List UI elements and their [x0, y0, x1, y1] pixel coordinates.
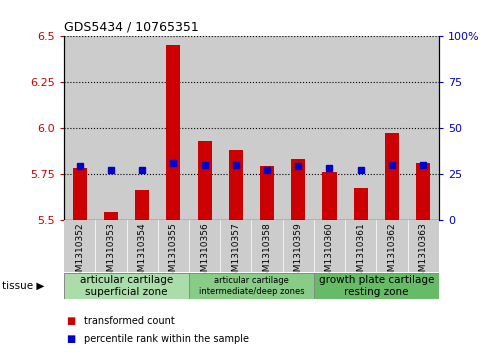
Text: ■: ■ [67, 334, 76, 344]
Bar [198, 141, 211, 220]
Bar [127, 36, 158, 220]
Bar [345, 220, 376, 272]
Text: tissue ▶: tissue ▶ [2, 281, 45, 291]
Text: GSM1310359: GSM1310359 [294, 222, 303, 283]
Bar [251, 36, 282, 220]
Text: GSM1310361: GSM1310361 [356, 222, 365, 283]
Bar [158, 36, 189, 220]
Bar [127, 220, 158, 272]
Bar [416, 163, 430, 220]
Bar [189, 220, 220, 272]
Text: GSM1310358: GSM1310358 [263, 222, 272, 283]
Text: GSM1310362: GSM1310362 [387, 222, 396, 283]
Bar [95, 220, 127, 272]
Bar [64, 36, 95, 220]
Bar [345, 36, 376, 220]
Bar [189, 36, 220, 220]
FancyBboxPatch shape [64, 273, 189, 299]
Text: GSM1310357: GSM1310357 [231, 222, 240, 283]
Text: GSM1310353: GSM1310353 [106, 222, 115, 283]
Text: ■: ■ [67, 316, 76, 326]
Bar [376, 220, 408, 272]
Text: GSM1310360: GSM1310360 [325, 222, 334, 283]
Bar [408, 36, 439, 220]
FancyBboxPatch shape [314, 273, 439, 299]
Text: transformed count: transformed count [84, 316, 175, 326]
Bar [158, 220, 189, 272]
Text: growth plate cartilage
resting zone: growth plate cartilage resting zone [318, 275, 434, 297]
Text: articular cartilage
superficial zone: articular cartilage superficial zone [80, 275, 173, 297]
Text: percentile rank within the sample: percentile rank within the sample [84, 334, 249, 344]
Bar [229, 150, 243, 220]
Bar [376, 36, 408, 220]
Bar [408, 220, 439, 272]
Text: GSM1310355: GSM1310355 [169, 222, 178, 283]
Text: GSM1310363: GSM1310363 [419, 222, 427, 283]
Bar [314, 220, 345, 272]
FancyBboxPatch shape [189, 273, 314, 299]
Bar [385, 134, 399, 220]
Bar [251, 220, 282, 272]
Bar [282, 220, 314, 272]
Bar [282, 36, 314, 220]
Bar [72, 168, 87, 220]
Text: GSM1310356: GSM1310356 [200, 222, 209, 283]
Bar [322, 172, 337, 220]
Bar [166, 45, 180, 220]
Bar [291, 159, 305, 220]
Text: GSM1310352: GSM1310352 [75, 222, 84, 283]
Bar [64, 220, 95, 272]
Bar [104, 212, 118, 220]
Bar [260, 167, 274, 220]
Text: GDS5434 / 10765351: GDS5434 / 10765351 [64, 21, 199, 34]
Bar [135, 190, 149, 220]
Bar [220, 220, 251, 272]
Bar [220, 36, 251, 220]
Bar [353, 188, 368, 220]
Bar [95, 36, 127, 220]
Text: articular cartilage
intermediate/deep zones: articular cartilage intermediate/deep zo… [199, 276, 304, 295]
Text: GSM1310354: GSM1310354 [138, 222, 146, 283]
Bar [314, 36, 345, 220]
